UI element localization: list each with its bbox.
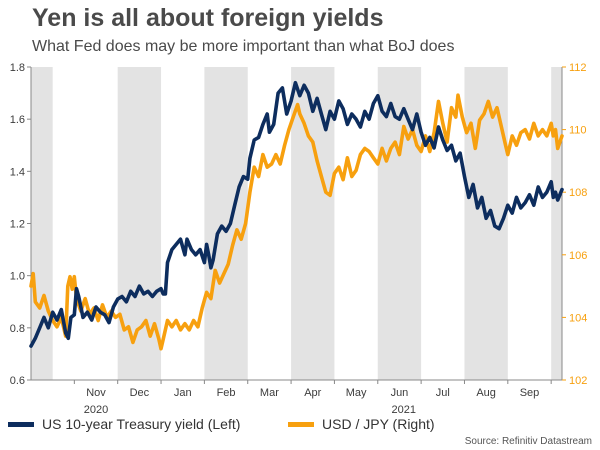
x-year-label-2020: 2020 [84, 404, 108, 416]
series-line-us10y [29, 80, 564, 348]
left-tick-label-0: 0.6 [10, 375, 25, 387]
left-tick-label-5: 1.6 [10, 114, 25, 126]
left-tick-label-3: 1.2 [10, 219, 25, 231]
legend-label-us10y: US 10-year Treasury yield (Left) [42, 416, 241, 432]
legend-label-usdjpy: USD / JPY (Right) [322, 416, 435, 432]
month-band-6 [551, 67, 562, 380]
legend-item-usdjpy: USD / JPY (Right) [288, 416, 435, 432]
x-month-label-dec: Dec [130, 387, 150, 399]
legend-item-us10y: US 10-year Treasury yield (Left) [8, 416, 240, 432]
source-note: Source: Refinitiv Datastream [464, 436, 592, 447]
x-month-label-jul: Jul [436, 387, 450, 399]
x-month-label-feb: Feb [217, 387, 236, 399]
right-tick-label-5: 112 [569, 62, 587, 74]
right-tick-label-0: 102 [569, 375, 587, 387]
x-month-label-sep: Sep [520, 387, 540, 399]
x-month-label-nov: Nov [86, 387, 106, 399]
left-tick-label-6: 1.8 [10, 62, 25, 74]
x-month-label-may: May [346, 387, 367, 399]
left-tick-label-1: 0.8 [10, 323, 25, 335]
x-month-label-apr: Apr [304, 387, 321, 399]
left-tick-label-2: 1.0 [10, 271, 25, 283]
month-band-0 [31, 67, 53, 380]
left-tick-label-4: 1.4 [10, 166, 25, 178]
x-month-label-mar: Mar [260, 387, 279, 399]
x-month-label-jan: Jan [174, 387, 192, 399]
x-year-label-2021: 2021 [392, 404, 416, 416]
x-month-label-jun: Jun [391, 387, 409, 399]
chart-subtitle: What Fed does may be more important than… [32, 38, 455, 55]
right-tick-label-3: 108 [569, 187, 587, 199]
x-month-label-aug: Aug [476, 387, 496, 399]
month-band-2 [204, 67, 248, 380]
legend-swatch-us10y [8, 421, 34, 427]
legend-swatch-usdjpy [288, 421, 314, 427]
series-line-usdjpy [29, 93, 564, 351]
right-tick-label-1: 104 [569, 312, 587, 324]
chart-title: Yen is all about foreign yields [32, 4, 384, 32]
right-tick-label-2: 106 [569, 250, 587, 262]
month-band-1 [117, 67, 162, 380]
right-tick-label-4: 110 [569, 125, 587, 137]
